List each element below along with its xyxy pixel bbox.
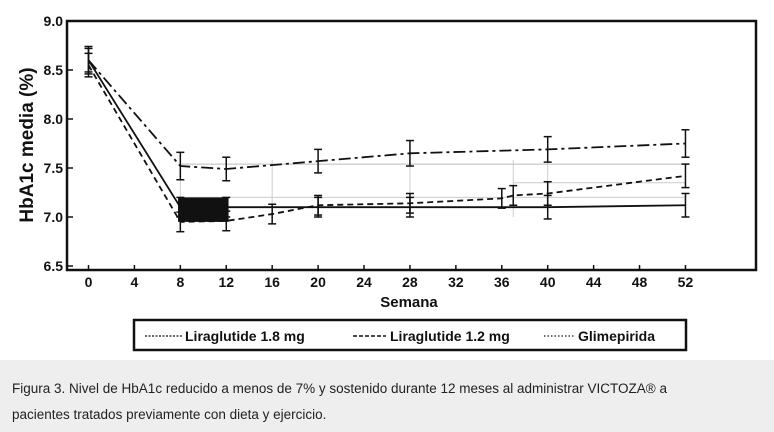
y-tick-label: 7.0 xyxy=(44,209,64,225)
legend: Liraglutide 1.8 mg Liraglutide 1.2 mg Glim… xyxy=(145,328,655,344)
legend-box xyxy=(132,318,688,352)
x-tick-label: 52 xyxy=(678,274,694,290)
x-tick-label: 36 xyxy=(494,274,510,290)
x-axis: 0 4 8 12 16 20 24 28 32 36 40 44 48 52 xyxy=(85,265,694,290)
x-tick-label: 40 xyxy=(540,274,556,290)
caption-line-2: pacientes tratados previamente con dieta… xyxy=(12,407,327,422)
y-tick-label: 7.5 xyxy=(44,160,64,176)
legend-label-0: Liraglutide 1.8 mg xyxy=(185,328,305,344)
y-tick-label: 9.0 xyxy=(44,13,64,29)
y-tick-label: 6.5 xyxy=(44,258,64,274)
x-tick-label: 12 xyxy=(218,274,234,290)
legend-label-2: Glimepirida xyxy=(578,328,655,344)
y-axis: 6.5 7.0 7.5 8.0 8.5 9.0 xyxy=(44,13,73,274)
faint-grid-layer xyxy=(179,160,686,217)
x-tick-label: 20 xyxy=(310,274,326,290)
x-tick-label: 24 xyxy=(356,274,372,290)
overlap-block xyxy=(178,197,229,222)
caption-line-1: Figura 3. Nivel de HbA1c reducido a meno… xyxy=(12,381,668,396)
x-tick-label: 0 xyxy=(85,274,93,290)
y-axis-title: HbA1c media (%) xyxy=(17,67,38,222)
figure-caption: Figura 3. Nivel de HbA1c reducido a meno… xyxy=(0,360,774,432)
x-tick-label: 28 xyxy=(402,274,418,290)
y-tick-label: 8.0 xyxy=(44,111,64,127)
y-tick-label: 8.5 xyxy=(44,62,64,78)
plot-frame xyxy=(65,19,758,272)
hba1c-chart: 0 4 8 12 16 20 24 28 32 36 40 44 48 52 6.57.07.58.08.… xyxy=(17,13,758,352)
x-tick-label: 32 xyxy=(448,274,464,290)
legend-label-1: Liraglutide 1.2 mg xyxy=(390,328,510,344)
series-layer xyxy=(84,45,690,233)
x-tick-label: 16 xyxy=(264,274,280,290)
x-tick-label: 4 xyxy=(131,274,139,290)
x-tick-label: 44 xyxy=(586,274,602,290)
x-tick-label: 48 xyxy=(632,274,648,290)
x-axis-title: Semana xyxy=(380,294,438,311)
x-tick-label: 8 xyxy=(176,274,184,290)
